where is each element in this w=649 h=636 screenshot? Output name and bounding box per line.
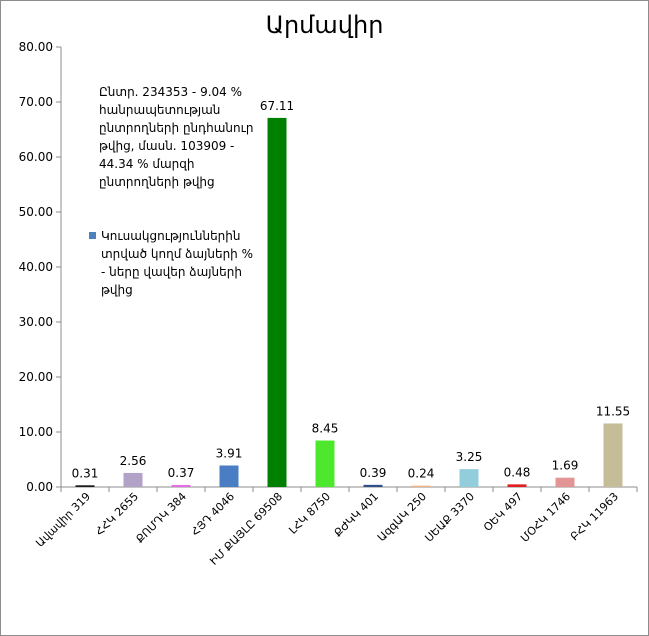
bar-value-label: 0.48 <box>504 465 531 479</box>
bar <box>171 484 191 487</box>
x-category-label: ԼՀԿ 8750 <box>286 490 333 537</box>
chart-title: Արմավիր <box>265 11 384 39</box>
bar <box>459 469 479 487</box>
chart-legend: Կուսակցություններին տրված կողմ ձայների %… <box>89 227 259 299</box>
bar <box>219 465 239 487</box>
bar-value-label: 3.91 <box>216 446 243 460</box>
x-category-label: ՄՕՀԿ 1746 <box>518 490 573 545</box>
bar <box>315 440 335 487</box>
bar-value-label: 11.55 <box>596 404 630 418</box>
bar <box>267 117 287 488</box>
y-tick-label: 70.00 <box>19 95 53 109</box>
y-tick-label: 20.00 <box>19 370 53 384</box>
y-tick-label: 80.00 <box>19 40 53 54</box>
bar-value-label: 3.25 <box>456 450 483 464</box>
x-category-label: ՕԵԿ 497 <box>481 490 525 534</box>
legend-swatch <box>89 232 96 239</box>
x-category-label: ԱզգԱԿ 250 <box>375 490 429 544</box>
bar-value-label: 2.56 <box>120 454 147 468</box>
x-category-label: ՍԵԱՔ 3370 <box>422 490 477 545</box>
bar-value-label: 0.31 <box>72 466 99 480</box>
chart-annotation: Ընտր. 234353 - 9.04 % հանրապետության ընտ… <box>99 85 254 189</box>
y-tick-label: 40.00 <box>19 260 53 274</box>
bar-value-label: 0.39 <box>360 466 387 480</box>
legend-label: Կուսակցություններին տրված կողմ ձայների %… <box>101 229 253 297</box>
bar <box>603 423 623 487</box>
bar <box>555 477 575 487</box>
bar <box>123 472 143 487</box>
bar-value-label: 0.24 <box>408 467 435 481</box>
bar-value-label: 67.11 <box>260 99 294 113</box>
bar <box>363 484 383 487</box>
bar-value-label: 1.69 <box>552 459 579 473</box>
y-tick-label: 60.00 <box>19 150 53 164</box>
bar <box>75 485 95 487</box>
y-tick-label: 0.00 <box>26 480 53 494</box>
x-category-label: ԲՀԿ 11963 <box>568 490 621 543</box>
y-tick-label: 30.00 <box>19 315 53 329</box>
x-category-label: ՀՀԿ 2655 <box>93 490 141 538</box>
x-category-label: ՀՅԴ 4046 <box>189 490 238 539</box>
x-category-label: ՔՈՄԴԿ 384 <box>133 490 189 546</box>
bar-value-label: 0.37 <box>168 466 195 480</box>
bar <box>411 485 431 487</box>
bar <box>507 484 527 487</box>
x-category-label: Ավավիր 319 <box>33 490 93 550</box>
y-tick-label: 10.00 <box>19 425 53 439</box>
bar-value-label: 8.45 <box>312 422 339 436</box>
x-category-label: ՔԺԿԿ 401 <box>331 490 381 540</box>
y-tick-label: 50.00 <box>19 205 53 219</box>
